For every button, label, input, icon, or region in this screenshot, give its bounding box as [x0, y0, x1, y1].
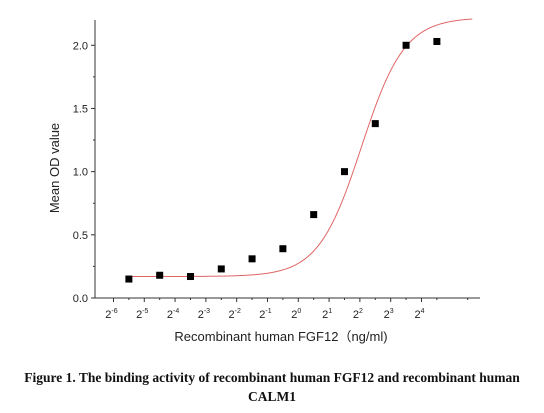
- data-point: [310, 211, 318, 219]
- data-point: [402, 41, 410, 49]
- data-point: [371, 120, 379, 128]
- data-point: [340, 168, 348, 176]
- data-point: [186, 273, 194, 281]
- x-tick-label: 2-6: [105, 308, 117, 321]
- fit-curve: [127, 18, 473, 278]
- x-axis-label: Recombinant human FGF12（ng/ml): [174, 329, 387, 344]
- y-axis-label: Mean OD value: [47, 123, 62, 213]
- figure-caption-line-2: CALM1: [248, 389, 296, 404]
- x-tick-label: 2-3: [198, 308, 210, 321]
- data-point: [125, 275, 133, 283]
- y-tick-label: 1.5: [73, 103, 88, 115]
- x-tick-label: 22: [353, 308, 363, 321]
- data-points-layer: [125, 37, 441, 283]
- y-tick-label: 0.5: [73, 230, 88, 242]
- x-tick-label: 20: [291, 308, 301, 321]
- x-tick-label: 23: [384, 308, 394, 321]
- x-tick-label: 24: [414, 308, 424, 321]
- fit-curve-layer: [127, 18, 473, 278]
- x-tick-label: 2-4: [167, 308, 179, 321]
- axes: 0.0 0.5 1.0 1.5 2.0 2-6 2-5 2-4 2-3 2-2 2-1 20 21 22 2…: [73, 20, 480, 321]
- x-tick-label: 21: [322, 308, 332, 321]
- data-point: [279, 245, 287, 253]
- x-tick-label: 2-2: [229, 308, 241, 321]
- data-point: [217, 265, 225, 273]
- x-tick-label: 2-1: [259, 308, 271, 321]
- data-point: [156, 271, 164, 279]
- y-tick-label: 2.0: [73, 40, 88, 52]
- y-tick-label: 1.0: [73, 167, 88, 179]
- chart: 0.0 0.5 1.0 1.5 2.0 2-6 2-5 2-4 2-3 2-2 2-1 20 21 22 2…: [47, 18, 480, 344]
- figure-caption-line-1: Figure 1. The binding activity of recomb…: [24, 370, 520, 385]
- x-tick-label: 2-5: [136, 308, 148, 321]
- data-point: [248, 255, 256, 263]
- y-tick-label: 0.0: [73, 293, 88, 305]
- data-point: [433, 37, 441, 45]
